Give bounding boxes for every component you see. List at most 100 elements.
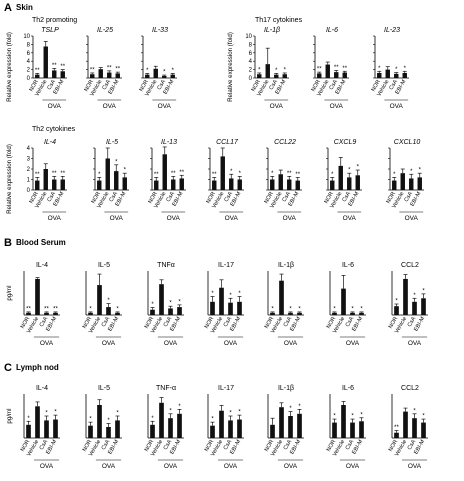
bar bbox=[342, 72, 347, 78]
significance-star: * bbox=[172, 68, 175, 74]
category-label: NOR bbox=[20, 439, 31, 453]
bar bbox=[210, 301, 215, 315]
category-label: NOR bbox=[311, 79, 322, 93]
significance-star: * bbox=[333, 306, 336, 312]
significance-star: ** bbox=[52, 63, 57, 69]
bar bbox=[150, 424, 155, 438]
significance-star: * bbox=[348, 168, 351, 174]
significance-star: * bbox=[422, 414, 425, 420]
significance-star: * bbox=[116, 411, 119, 417]
y-axis-label: pg/ml bbox=[6, 408, 13, 423]
category-label: CsA bbox=[341, 191, 352, 203]
significance-star: * bbox=[331, 172, 334, 178]
significance-star: * bbox=[169, 408, 172, 414]
ova-label: OVA bbox=[330, 103, 344, 110]
bar bbox=[394, 306, 399, 315]
category-label: CsA bbox=[101, 316, 112, 328]
category-label: CsA bbox=[268, 79, 279, 91]
y-tick-label: 3 bbox=[27, 157, 31, 163]
bar bbox=[325, 64, 330, 78]
significance-star: * bbox=[116, 306, 119, 312]
category-label: NOR bbox=[264, 439, 275, 453]
y-tick-label: 2 bbox=[27, 68, 31, 74]
chart-title: IL-25 bbox=[97, 27, 113, 34]
ova-label: OVA bbox=[224, 340, 238, 347]
bar bbox=[53, 419, 58, 438]
bar bbox=[394, 432, 399, 438]
category-label: NOR bbox=[204, 316, 215, 330]
bar bbox=[90, 74, 95, 78]
category-label: CsA bbox=[388, 79, 399, 91]
bar bbox=[403, 278, 408, 315]
bar bbox=[359, 421, 364, 438]
bar bbox=[88, 312, 93, 315]
significance-star: * bbox=[275, 68, 278, 74]
ova-label: OVA bbox=[164, 463, 178, 470]
significance-star: * bbox=[298, 306, 301, 312]
category-label: CsA bbox=[108, 191, 119, 203]
significance-star: * bbox=[230, 169, 233, 175]
chart-title: IL-4 bbox=[44, 139, 56, 146]
category-label: CsA bbox=[165, 191, 176, 203]
significance-star: * bbox=[239, 171, 242, 177]
category-label: NOR bbox=[326, 439, 337, 453]
category-label: CsA bbox=[39, 439, 50, 451]
significance-star: ** bbox=[90, 67, 95, 73]
bar bbox=[35, 180, 40, 190]
group-heading: Th17 cytokines bbox=[255, 17, 303, 24]
category-label: CsA bbox=[156, 79, 167, 91]
ova-label: OVA bbox=[40, 463, 54, 470]
bar bbox=[265, 64, 270, 78]
ova-label: OVA bbox=[284, 463, 298, 470]
category-label: NOR bbox=[204, 439, 215, 453]
bar bbox=[168, 308, 173, 315]
bar bbox=[270, 179, 275, 190]
bar bbox=[60, 179, 65, 190]
bar bbox=[409, 178, 414, 190]
significance-star: * bbox=[395, 299, 398, 305]
category-label: NOR bbox=[148, 191, 159, 205]
bar bbox=[171, 179, 176, 190]
group-heading: Th2 cytokines bbox=[32, 126, 76, 133]
category-label: CsA bbox=[407, 316, 418, 328]
category-label: CsA bbox=[403, 191, 414, 203]
significance-star: ** bbox=[334, 65, 339, 71]
significance-star: * bbox=[124, 168, 127, 174]
y-tick-label: 0 bbox=[27, 76, 31, 82]
bar bbox=[229, 178, 234, 190]
bar bbox=[338, 165, 343, 190]
chart-title: CCL22 bbox=[274, 139, 296, 146]
bar bbox=[168, 418, 173, 438]
bar bbox=[170, 74, 175, 78]
significance-star: * bbox=[393, 172, 396, 178]
ova-label: OVA bbox=[224, 463, 238, 470]
y-tick-label: 2 bbox=[249, 68, 253, 74]
bar bbox=[52, 179, 57, 190]
significance-star: * bbox=[238, 410, 241, 416]
bar bbox=[219, 287, 224, 315]
significance-star: * bbox=[258, 67, 261, 73]
significance-star: * bbox=[413, 408, 416, 414]
ova-label: OVA bbox=[284, 340, 298, 347]
y-tick-label: 4 bbox=[249, 59, 253, 65]
significance-star: * bbox=[351, 414, 354, 420]
bar bbox=[26, 312, 31, 315]
bar bbox=[98, 69, 103, 78]
category-label: NOR bbox=[388, 439, 399, 453]
bar bbox=[341, 288, 346, 315]
ova-label: OVA bbox=[408, 340, 422, 347]
bar bbox=[43, 169, 48, 190]
significance-star: * bbox=[163, 70, 166, 76]
significance-star: * bbox=[298, 404, 301, 410]
bar bbox=[153, 68, 158, 78]
chart-title: CCL17 bbox=[216, 139, 239, 146]
bar bbox=[115, 312, 120, 315]
bar bbox=[150, 309, 155, 315]
bar bbox=[60, 71, 65, 78]
category-label: NOR bbox=[144, 439, 155, 453]
bar bbox=[332, 422, 337, 438]
category-label: NOR bbox=[251, 79, 262, 93]
bar bbox=[52, 70, 57, 78]
category-label: CsA bbox=[223, 316, 234, 328]
bar bbox=[115, 73, 120, 78]
